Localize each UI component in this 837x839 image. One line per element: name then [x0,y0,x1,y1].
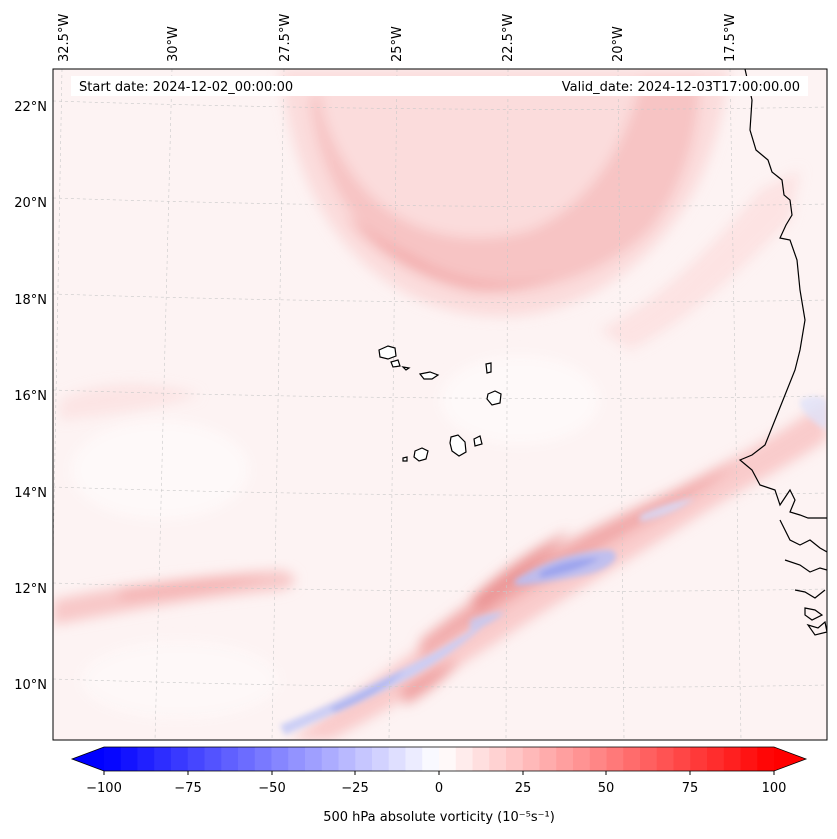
colorbar-segment [455,747,473,771]
cape-verde-islands [378,345,502,462]
colorbar-tick-label: 25 [515,781,532,796]
lat-label-16n: 16°N [14,389,47,404]
colorbar-segment [606,747,624,771]
start-date-text: Start date: 2024-12-02_00:00:00 [79,80,293,95]
colorbar-segment [556,747,574,771]
colorbar-segment [422,747,440,771]
colorbar-segment [154,747,172,771]
lon-label-30w: 30°W [166,26,181,62]
shear-band-negative [280,396,827,735]
lat-label-14n: 14°N [14,486,47,501]
colorbar-segment [137,747,155,771]
colorbar-segment [640,747,658,771]
info-strip [71,76,808,96]
colorbar-segment [405,747,423,771]
colorbar-segment [338,747,356,771]
colorbar-tick-label: 75 [682,781,699,796]
colorbar-segment [573,747,591,771]
colorbar-segment [757,747,775,771]
longitude-labels: 32.5°W 30°W 27.5°W 25°W 22.5°W 20°W 17.5… [57,14,738,62]
lat-label-18n: 18°N [14,293,47,308]
colorbar-segment [723,747,741,771]
colorbar-segment [439,747,457,771]
colorbar-segment [707,747,725,771]
colorbar-segment [489,747,507,771]
colorbar-tick-label: −100 [86,781,122,796]
colorbar-tick-label: −50 [258,781,285,796]
map-frame [52,68,828,741]
west-band [53,570,295,625]
colorbar-segment [204,747,222,771]
lat-label-12n: 12°N [14,582,47,597]
colorbar-segments [104,747,775,771]
colorbar-max-extend-arrow [774,747,806,771]
vorticity-field [53,69,827,740]
colorbar-ticks [103,771,775,775]
colorbar-segment [187,747,205,771]
colorbar-segment [506,747,524,771]
colorbar-segment [372,747,390,771]
valid-date-text: Valid_date: 2024-12-03T17:00:00.00 [562,80,800,95]
lon-label-20w: 20°W [611,26,626,62]
lat-label-20n: 20°N [14,196,47,211]
lat-label-22n: 22°N [14,100,47,115]
vortex-ring-north [60,69,730,420]
lon-label-27-5w: 27.5°W [278,14,293,62]
colorbar-segment [690,747,708,771]
colorbar-segment [271,747,289,771]
colorbar-label: 500 hPa absolute vorticity (10⁻⁵s⁻¹) [323,810,555,825]
lon-label-32-5w: 32.5°W [57,14,72,62]
colorbar-segment [472,747,490,771]
colorbar-segment [388,747,406,771]
latitude-labels: 22°N 20°N 18°N 16°N 14°N 12°N 10°N [14,100,47,693]
colorbar-segment [656,747,674,771]
colorbar-min-extend-arrow [72,747,104,771]
ne-band [600,170,800,350]
colorbar-tick-label: 0 [435,781,443,796]
colorbar-segment [238,747,256,771]
colorbar-segment [104,747,122,771]
colorbar-segment [355,747,373,771]
colorbar-tick-label: −75 [174,781,201,796]
graticule [53,69,827,740]
colorbar-segment [522,747,540,771]
colorbar-segment [254,747,272,771]
lon-label-22-5w: 22.5°W [501,14,516,62]
map-panel: Start date: 2024-12-02_00:00:00 Valid_da… [52,68,828,741]
colorbar-tick-label: 100 [762,781,787,796]
colorbar-segment [539,747,557,771]
lon-label-17-5w: 17.5°W [723,14,738,62]
colorbar-segment [305,747,323,771]
lat-label-10n: 10°N [14,678,47,693]
colorbar-segment [120,747,138,771]
colorbar-segment [673,747,691,771]
colorbar-segment [221,747,239,771]
light-patches [70,355,600,720]
colorbar-segment [321,747,339,771]
lon-label-25w: 25°W [390,26,405,62]
colorbar-segment [589,747,607,771]
colorbar-segment [171,747,189,771]
coastline [738,69,827,636]
colorbar-segment [288,747,306,771]
colorbar-tick-label: −25 [341,781,368,796]
colorbar-segment [623,747,641,771]
colorbar: −100 −75 −50 −25 0 25 50 75 100 500 hPa … [70,746,808,825]
colorbar-segment [740,747,758,771]
colorbar-tick-label: 50 [598,781,615,796]
